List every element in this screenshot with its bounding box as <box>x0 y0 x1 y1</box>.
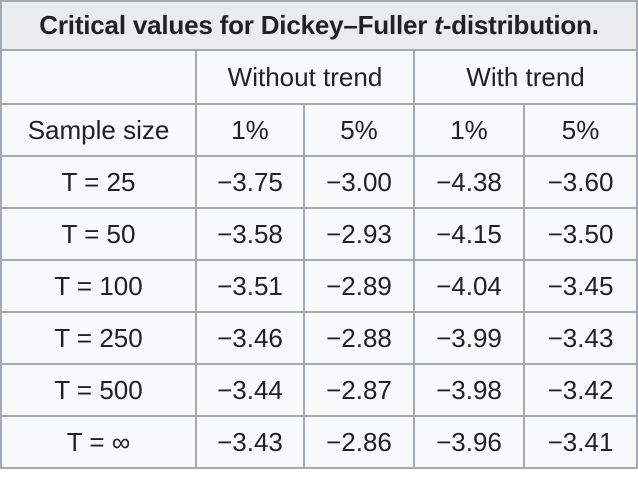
sample-size-cell: T = 500 <box>0 363 197 417</box>
level-header: 5% <box>303 103 415 157</box>
value-cell: −3.75 <box>195 155 305 209</box>
value-cell: −3.99 <box>413 311 525 365</box>
sample-size-cell: T = 25 <box>0 155 197 209</box>
level-header: 1% <box>195 103 305 157</box>
level-header: 5% <box>522 103 638 157</box>
value-cell: −4.04 <box>413 259 525 313</box>
sample-size-header: Sample size <box>0 103 197 157</box>
sample-size-cell: T = 250 <box>0 311 197 365</box>
value-cell: −3.42 <box>522 363 638 417</box>
table-caption: Critical values for Dickey–Fuller t-dist… <box>0 0 638 51</box>
value-cell: −3.51 <box>195 259 305 313</box>
caption-suffix: -distribution. <box>442 10 599 40</box>
value-cell: −3.58 <box>195 207 305 261</box>
table-row: T = ∞ −3.43 −2.86 −3.96 −3.41 <box>0 415 638 469</box>
value-cell: −2.87 <box>303 363 415 417</box>
value-cell: −3.00 <box>303 155 415 209</box>
value-cell: −4.38 <box>413 155 525 209</box>
level-header: 1% <box>413 103 525 157</box>
sample-size-cell: T = 100 <box>0 259 197 313</box>
value-cell: −3.46 <box>195 311 305 365</box>
value-cell: −2.93 <box>303 207 415 261</box>
value-cell: −2.86 <box>303 415 415 469</box>
value-cell: −3.60 <box>522 155 638 209</box>
group-header-without-trend: Without trend <box>195 49 415 105</box>
value-cell: −3.43 <box>195 415 305 469</box>
value-cell: −2.89 <box>303 259 415 313</box>
value-cell: −3.50 <box>522 207 638 261</box>
value-cell: −3.41 <box>522 415 638 469</box>
value-cell: −3.43 <box>522 311 638 365</box>
sample-size-cell: T = 50 <box>0 207 197 261</box>
sample-size-cell: T = ∞ <box>0 415 197 469</box>
value-cell: −4.15 <box>413 207 525 261</box>
group-header-blank <box>0 49 197 105</box>
table-row: T = 100 −3.51 −2.89 −4.04 −3.45 <box>0 259 638 313</box>
table-row: T = 25 −3.75 −3.00 −4.38 −3.60 <box>0 155 638 209</box>
value-cell: −3.44 <box>195 363 305 417</box>
value-cell: −3.45 <box>522 259 638 313</box>
critical-values-table: Critical values for Dickey–Fuller t-dist… <box>0 0 638 469</box>
table-row: T = 250 −3.46 −2.88 −3.99 −3.43 <box>0 311 638 365</box>
table-row: T = 500 −3.44 −2.87 −3.98 −3.42 <box>0 363 638 417</box>
value-cell: −3.98 <box>413 363 525 417</box>
group-header-with-trend: With trend <box>412 49 638 105</box>
caption-prefix: Critical values for Dickey–Fuller <box>39 10 435 40</box>
value-cell: −3.96 <box>413 415 525 469</box>
value-cell: −2.88 <box>303 311 415 365</box>
level-header-row: Sample size 1% 5% 1% 5% <box>0 103 638 157</box>
table-caption-row: Critical values for Dickey–Fuller t-dist… <box>0 0 638 51</box>
caption-italic-t: t <box>434 10 443 40</box>
group-header-row: Without trend With trend <box>0 49 638 105</box>
table-row: T = 50 −3.58 −2.93 −4.15 −3.50 <box>0 207 638 261</box>
